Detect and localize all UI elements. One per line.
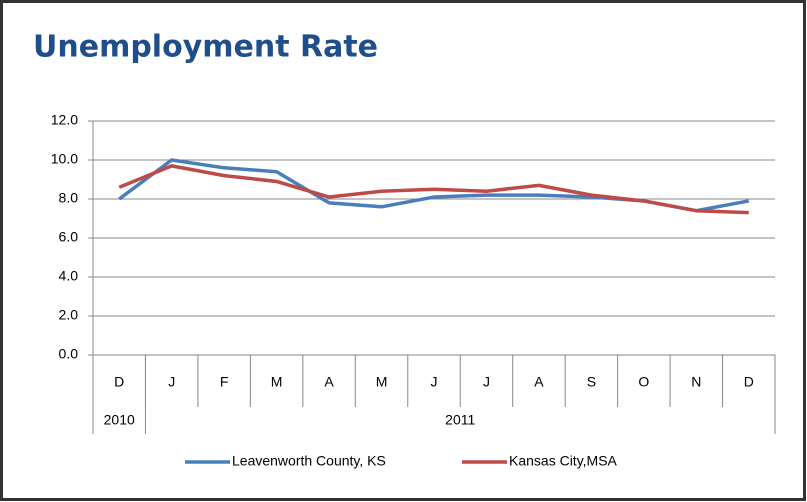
y-tick-label: 6.0 — [59, 229, 79, 245]
x-tick-label: N — [691, 374, 701, 390]
x-tick-label: S — [587, 374, 596, 390]
group-label: 2010 — [104, 412, 135, 428]
y-tick-label: 0.0 — [59, 346, 79, 362]
x-tick-label: A — [324, 374, 334, 390]
chart-title: Unemployment Rate — [33, 30, 378, 65]
group-label: 2011 — [445, 412, 475, 428]
x-tick-label: J — [431, 374, 438, 390]
y-tick-label: 12.0 — [51, 112, 78, 128]
x-tick-label: O — [638, 374, 649, 390]
x-tick-label: F — [220, 374, 229, 390]
legend-label: Kansas City,MSA — [509, 453, 618, 469]
y-tick-label: 2.0 — [59, 307, 79, 323]
legend-label: Leavenworth County, KS — [232, 453, 386, 469]
x-tick-label: D — [114, 374, 124, 390]
x-tick-label: J — [168, 374, 175, 390]
x-tick-label: M — [271, 374, 283, 390]
x-tick-label: A — [534, 374, 544, 390]
y-tick-label: 4.0 — [59, 268, 79, 284]
x-tick-label: J — [483, 374, 490, 390]
x-tick-label: D — [744, 374, 754, 390]
x-tick-label: M — [376, 374, 388, 390]
series-line — [118, 164, 749, 215]
y-tick-label: 8.0 — [59, 190, 79, 206]
y-tick-label: 10.0 — [51, 151, 78, 167]
